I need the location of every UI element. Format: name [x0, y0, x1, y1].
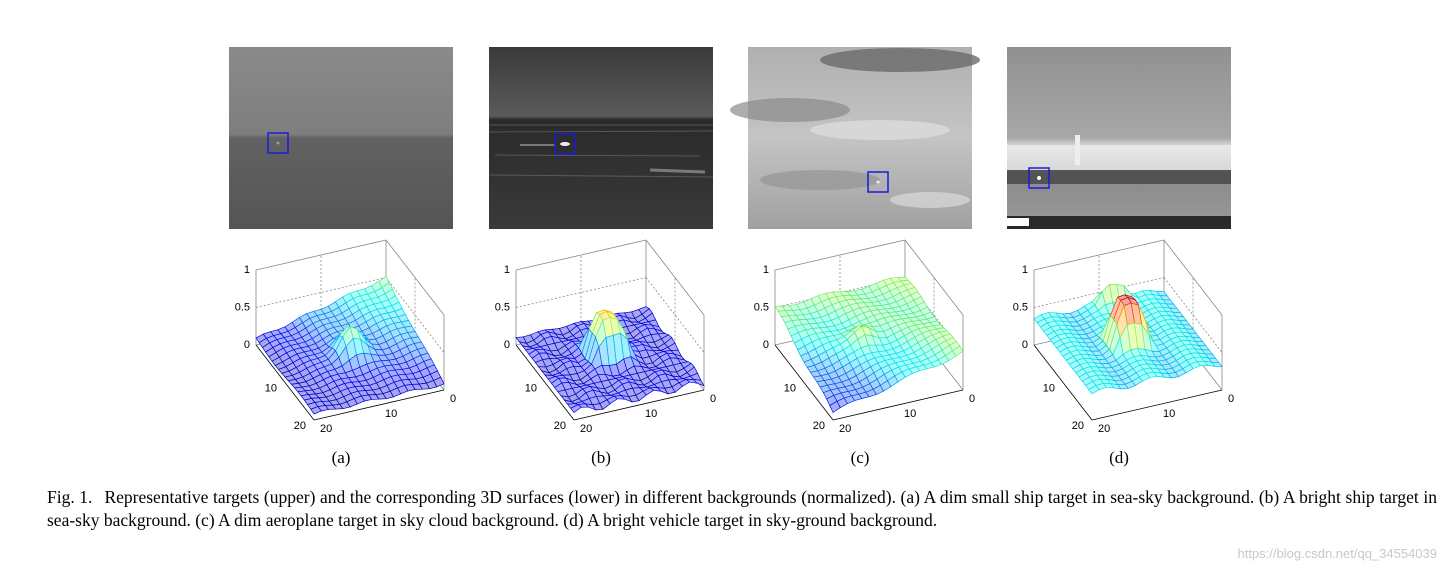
z-tick-label: 0 — [763, 339, 769, 351]
subfigure-label: (c) — [851, 448, 870, 467]
z-tick-label: 0 — [504, 339, 510, 351]
z-tick-label: 0.5 — [495, 301, 510, 313]
image-b — [488, 47, 714, 229]
axis-line — [573, 389, 705, 421]
axis-box — [1163, 239, 1223, 316]
axis-line — [255, 344, 315, 421]
surface-plot: 1 0.5 0 10 20 20 10 0 (c) — [754, 239, 975, 467]
subfigure-label: (b) — [591, 448, 611, 467]
axis-box — [515, 239, 647, 271]
axis-box — [774, 239, 906, 271]
image-d — [1007, 47, 1231, 229]
axis-line — [774, 344, 834, 421]
z-tick-label: 0 — [1022, 339, 1028, 351]
subfigure-label: (d) — [1109, 448, 1129, 467]
caption-text: Representative targets (upper) and the c… — [47, 487, 1437, 530]
axis-box — [904, 239, 964, 316]
surface-plot: 1 0.5 0 10 20 20 10 0 (a) — [235, 239, 456, 467]
z-tick-label: 1 — [763, 264, 769, 276]
surface-cell — [1088, 385, 1100, 395]
right-tick-label: 10 — [1163, 408, 1175, 420]
axis-box — [255, 239, 387, 271]
surface-cell — [829, 400, 841, 414]
right-tick-label: 10 — [645, 408, 657, 420]
axis-line — [1033, 344, 1093, 421]
right-tick-label: 10 — [385, 408, 397, 420]
right-tick-label: 20 — [320, 423, 332, 435]
surface-cell — [570, 404, 582, 413]
axis-box — [1033, 239, 1165, 271]
left-tick-label: 10 — [1043, 382, 1055, 394]
left-tick-label: 20 — [294, 420, 306, 432]
axis-line — [313, 389, 445, 421]
z-tick-label: 0.5 — [754, 301, 769, 313]
left-tick-label: 10 — [525, 382, 537, 394]
image-a — [229, 47, 453, 229]
left-tick-label: 10 — [265, 382, 277, 394]
watermark: https://blog.csdn.net/qq_34554039 — [1237, 546, 1438, 561]
z-tick-label: 1 — [1022, 264, 1028, 276]
subfigure-label: (a) — [332, 448, 351, 467]
axis-line — [1091, 389, 1223, 421]
right-tick-label: 10 — [904, 408, 916, 420]
image-c — [730, 47, 980, 229]
right-tick-label: 0 — [710, 393, 716, 405]
z-tick-label: 1 — [504, 264, 510, 276]
axis-box — [385, 239, 445, 316]
right-tick-label: 0 — [969, 393, 975, 405]
axis-line — [515, 344, 575, 421]
right-tick-label: 20 — [839, 423, 851, 435]
left-tick-label: 20 — [554, 420, 566, 432]
left-tick-label: 20 — [1072, 420, 1084, 432]
right-tick-label: 0 — [450, 393, 456, 405]
right-tick-label: 20 — [580, 423, 592, 435]
z-tick-label: 0.5 — [1013, 301, 1028, 313]
surface-cell — [310, 406, 322, 415]
right-tick-label: 20 — [1098, 423, 1110, 435]
caption: Fig. 1. Representative targets (upper) an… — [47, 486, 1437, 532]
z-tick-label: 0.5 — [235, 301, 250, 313]
surface-plot: 1 0.5 0 10 20 20 10 0 (b) — [495, 239, 716, 467]
z-tick-label: 1 — [244, 264, 250, 276]
axis-line — [832, 389, 964, 421]
z-tick-label: 0 — [244, 339, 250, 351]
surface-plot: 1 0.5 0 10 20 20 10 0 (d) — [1013, 239, 1234, 467]
caption-prefix: Fig. 1. — [47, 487, 93, 507]
axis-box — [645, 239, 705, 316]
right-tick-label: 0 — [1228, 393, 1234, 405]
left-tick-label: 10 — [784, 382, 796, 394]
left-tick-label: 20 — [813, 420, 825, 432]
